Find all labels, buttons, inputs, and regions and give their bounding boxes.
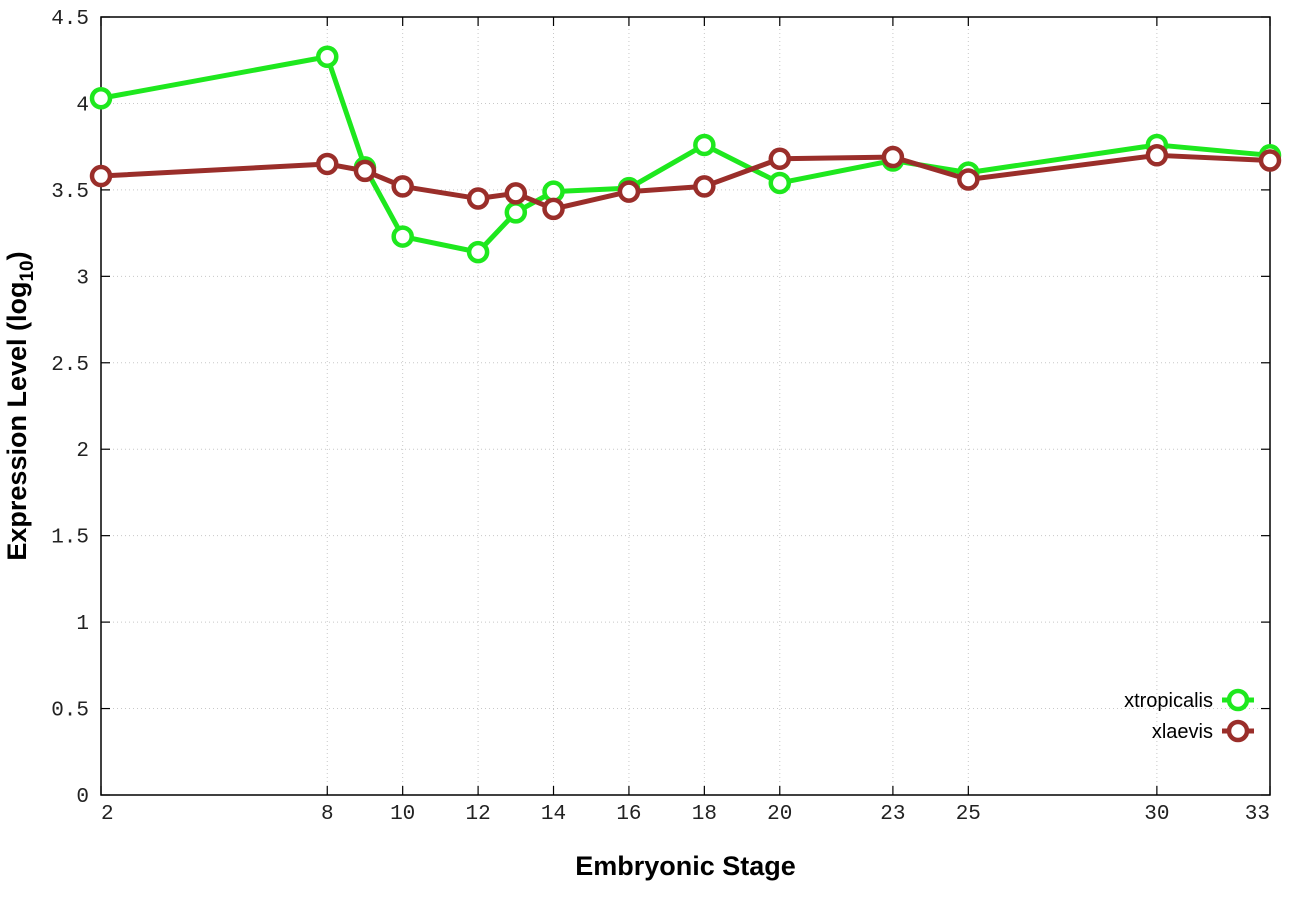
y-axis-title-suffix: )	[2, 251, 32, 260]
data-point-xtropicalis	[466, 240, 490, 264]
data-point-xlaevis	[542, 197, 565, 221]
data-point-xlaevis	[466, 187, 490, 210]
legend-swatch-marker	[1226, 688, 1250, 712]
y-axis-title-main: Expression Level (log	[2, 282, 32, 561]
legend-item-xlaevis: xlaevis	[1152, 719, 1254, 743]
y-tick-label: 0	[76, 786, 89, 809]
data-point-xlaevis	[617, 180, 641, 203]
x-tick-label: 12	[465, 803, 490, 826]
x-tick-label: 25	[956, 803, 981, 826]
ticks-layer: 0 0.5 1 1.5 2 2.5 3 3.5 4 4.5 2 8 10 12 14 16 18 20 23 25 30…	[51, 8, 1271, 826]
plot-area-frame	[100, 16, 1271, 796]
x-tick-label: 33	[1245, 803, 1270, 826]
legend-swatch-marker	[1226, 719, 1250, 743]
x-tick-label: 30	[1144, 803, 1169, 826]
x-tick-label: 20	[767, 803, 792, 826]
data-point-xlaevis	[391, 175, 414, 198]
x-tick-label: 16	[616, 803, 641, 826]
series-xlaevis	[89, 144, 1282, 221]
series-layer	[89, 45, 1282, 264]
data-point-xlaevis	[768, 147, 792, 171]
x-tick-label: 8	[321, 803, 334, 826]
x-tick-label: 18	[692, 803, 717, 826]
data-point-xlaevis	[89, 164, 113, 188]
data-point-xlaevis	[1258, 149, 1282, 172]
data-point-xlaevis	[693, 175, 716, 198]
legend-label: xlaevis	[1152, 721, 1213, 743]
y-tick-label: 4.5	[51, 8, 89, 31]
y-tick-label: 2.5	[51, 354, 89, 377]
y-tick-label: 0.5	[51, 700, 89, 723]
data-point-xlaevis	[316, 152, 339, 176]
y-tick-label: 1	[76, 613, 89, 636]
y-tick-label: 4	[76, 94, 89, 117]
data-point-xtropicalis	[504, 201, 528, 224]
series-xtropicalis	[89, 45, 1282, 264]
y-axis-title-subscript: 10	[17, 260, 38, 281]
data-point-xtropicalis	[391, 225, 414, 248]
y-tick-label: 3	[76, 267, 89, 290]
x-tick-label: 10	[390, 803, 415, 826]
y-tick-label: 2	[76, 440, 89, 463]
x-axis-title: Embryonic Stage	[575, 851, 796, 881]
series-line-xlaevis	[100, 152, 1271, 212]
data-point-xlaevis	[881, 145, 905, 169]
data-point-xtropicalis	[768, 171, 792, 195]
data-point-xtropicalis	[89, 87, 113, 110]
y-tick-label: 3.5	[51, 181, 89, 204]
data-point-xlaevis	[1145, 144, 1169, 167]
data-point-xtropicalis	[316, 45, 339, 69]
data-point-xlaevis	[353, 159, 377, 183]
y-tick-label: 1.5	[51, 527, 89, 550]
axes-layer	[100, 16, 1271, 796]
x-tick-label: 23	[880, 803, 905, 826]
data-point-xlaevis	[504, 182, 528, 205]
legend: xtropicalis xlaevis	[1124, 688, 1254, 743]
data-point-xtropicalis	[693, 133, 716, 157]
data-point-xlaevis	[957, 168, 980, 191]
legend-item-xtropicalis: xtropicalis	[1124, 688, 1254, 712]
x-tick-label: 2	[101, 803, 114, 826]
y-axis-title: Expression Level (log10)	[2, 251, 38, 560]
legend-label: xtropicalis	[1124, 690, 1213, 712]
series-line-xtropicalis	[100, 54, 1271, 255]
x-tick-label: 14	[541, 803, 566, 826]
grid-layer	[101, 17, 1270, 795]
